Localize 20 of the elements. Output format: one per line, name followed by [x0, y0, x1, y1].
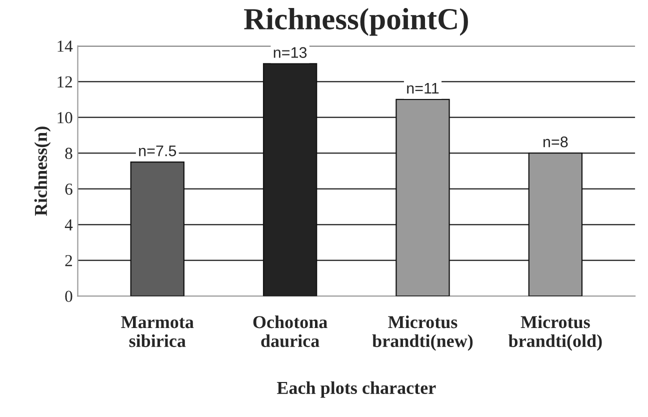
x-tick-label: Microtus brandti(old) [508, 316, 602, 351]
y-tick-label: 14 [58, 40, 73, 52]
data-label: n=7.5 [139, 146, 176, 156]
x-tick-label: Marmota sibirica [121, 316, 194, 348]
y-axis-title: Richness(n) [34, 126, 51, 216]
bar [130, 161, 184, 296]
y-tick-label: 8 [65, 148, 72, 160]
data-label: n=8 [543, 136, 568, 148]
y-tick-label: 2 [65, 255, 72, 266]
chart-title: Richness(pointC) [244, 8, 468, 36]
x-axis-title: Each plots character [276, 381, 436, 398]
data-label: n=13 [274, 47, 307, 58]
y-tick-label: 10 [58, 112, 72, 124]
y-tick-label: 0 [65, 290, 72, 302]
data-label: n=11 [407, 83, 439, 94]
x-tick-label: Microtus brandti(new) [372, 316, 473, 351]
x-tick-label: Ochotona daurica [253, 316, 328, 348]
y-tick-label: 6 [65, 184, 72, 195]
y-tick-label: 12 [58, 76, 72, 88]
y-tick-label: 4 [64, 219, 73, 230]
